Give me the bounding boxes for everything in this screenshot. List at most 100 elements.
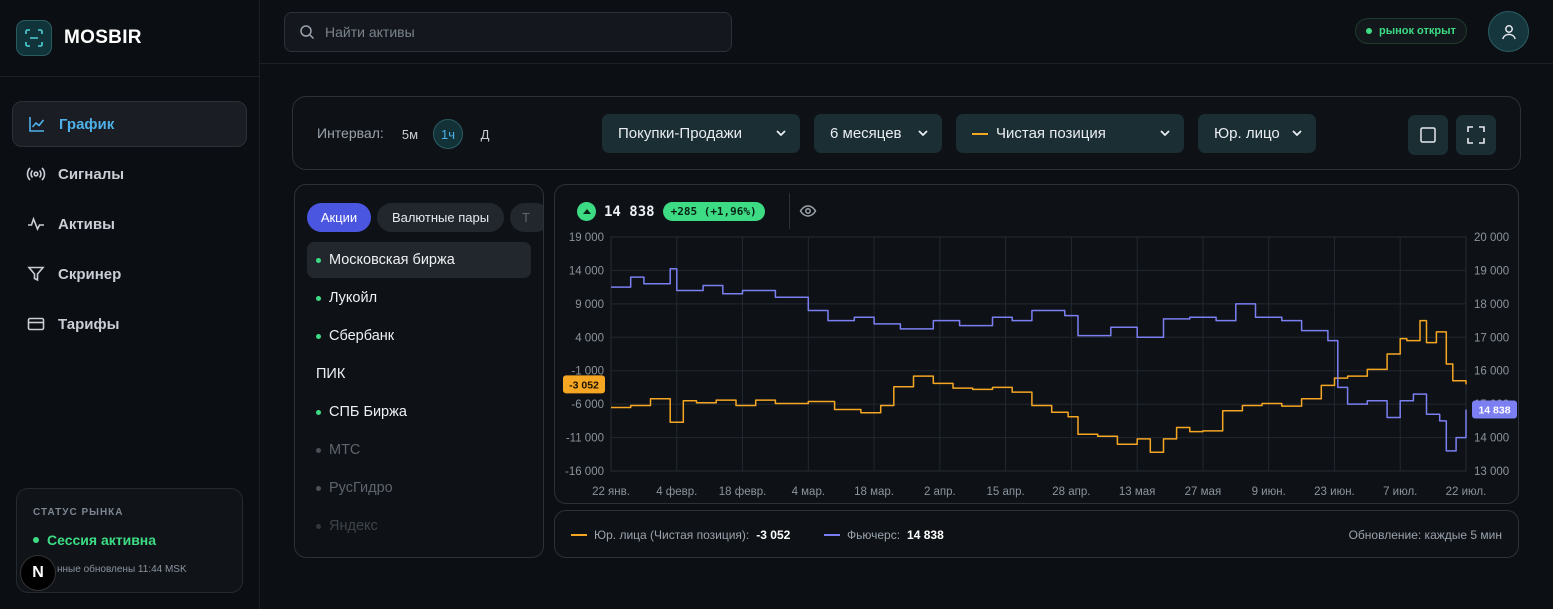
net-position-tag-label: -3 052 <box>569 379 599 391</box>
asset-item-sberbank[interactable]: Сбербанк <box>307 318 531 354</box>
status-title: СТАТУС РЫНКА <box>33 507 124 518</box>
metric-value: Чистая позиция <box>996 125 1106 142</box>
square-icon <box>1420 127 1436 143</box>
offline-dot-icon <box>316 523 321 529</box>
session-status: Сессия активна <box>33 532 156 548</box>
x-axis-tick-label: 7 июл. <box>1383 486 1417 498</box>
price-header: 14 838 +285 (+1,96%) <box>577 202 765 221</box>
net-position-line <box>611 319 1467 454</box>
left-axis-tick-label: 4 000 <box>575 332 604 344</box>
market-open-label: рынок открыт <box>1379 25 1456 37</box>
x-axis-tick-label: 9 июн. <box>1252 486 1286 498</box>
trade-type-value: Покупки-Продажи <box>618 125 743 142</box>
chart-panel: 19 000 14 000 9 000 4 000 -1 000 -6 000 -11 00… <box>554 184 1519 504</box>
status-dot-icon <box>1366 28 1372 34</box>
broadcast-icon <box>26 167 46 181</box>
legend-item-net-position: Юр. лица (Чистая позиция): -3 052 <box>571 528 790 542</box>
interval-5m[interactable]: 5м <box>401 126 419 142</box>
nav-item-signals[interactable]: Сигналы <box>12 151 247 197</box>
asset-item-pik[interactable]: ПИК <box>307 356 531 392</box>
x-axis-tick-label: 15 апр. <box>987 486 1025 498</box>
price-change-badge: +285 (+1,96%) <box>662 202 765 221</box>
search-bar[interactable] <box>284 12 732 52</box>
metric-color-swatch <box>972 132 988 135</box>
search-input[interactable] <box>325 24 705 40</box>
sidebar: MOSBIR График Сигналы Активы Скринер Тар… <box>0 0 260 609</box>
tab-stocks[interactable]: Акции <box>307 203 371 232</box>
futures-line <box>611 268 1467 452</box>
brand[interactable]: MOSBIR <box>16 20 142 56</box>
asset-item-lukoil[interactable]: Лукойл <box>307 280 531 316</box>
nav-item-label: Скринер <box>58 265 122 283</box>
price-chart[interactable]: 19 000 14 000 9 000 4 000 -1 000 -6 000 -11 00… <box>555 185 1520 505</box>
left-axis-tick-label: 9 000 <box>575 299 604 311</box>
interval-1h[interactable]: 1ч <box>433 119 463 149</box>
x-axis-tick-label: 28 апр. <box>1052 486 1090 498</box>
asset-name: Московская биржа <box>329 252 455 268</box>
right-axis-tick-label: 14 000 <box>1474 433 1509 445</box>
legend-value: -3 052 <box>756 528 791 542</box>
n-avatar-badge[interactable]: N <box>20 555 56 591</box>
offline-dot-icon <box>316 447 321 453</box>
left-axis-tick-label: -6 000 <box>571 399 604 411</box>
legend-label: Юр. лица (Чистая позиция): <box>594 528 750 542</box>
chevron-down-icon <box>1292 130 1302 137</box>
right-axis-tick-label: 18 000 <box>1474 299 1509 311</box>
chart-legend: Юр. лица (Чистая позиция): -3 052 Фьючер… <box>554 510 1519 558</box>
entity-value: Юр. лицо <box>1214 125 1280 142</box>
trade-type-dropdown[interactable]: Покупки-Продажи <box>602 114 800 153</box>
entity-dropdown[interactable]: Юр. лицо <box>1198 114 1316 153</box>
futures-tag-label: 14 838 <box>1478 405 1510 417</box>
asset-name: Сбербанк <box>329 328 395 344</box>
asset-name: МТС <box>329 442 361 458</box>
right-axis-tick-label: 20 000 <box>1474 232 1509 244</box>
asset-item-moex[interactable]: Московская биржа <box>307 242 531 278</box>
tab-currency-pairs[interactable]: Валютные пары <box>377 203 504 232</box>
x-axis-tick-label: 18 февр. <box>719 486 767 498</box>
toggle-square-button[interactable] <box>1408 115 1448 155</box>
user-icon <box>1501 24 1516 39</box>
x-axis-tick-label: 18 мар. <box>854 486 894 498</box>
fullscreen-button[interactable] <box>1456 115 1496 155</box>
asset-item-rushydro[interactable]: РусГидро <box>307 470 531 506</box>
asset-item-spb[interactable]: СПБ Биржа <box>307 394 531 430</box>
eye-icon <box>799 205 817 217</box>
x-axis-tick-label: 23 июн. <box>1314 486 1355 498</box>
data-updated-text: нные обновлены 11:44 MSK <box>57 564 187 575</box>
nav-item-tariffs[interactable]: Тарифы <box>12 301 247 347</box>
asset-item-yandex[interactable]: Яндекс <box>307 508 531 544</box>
online-dot-icon <box>316 295 321 301</box>
left-axis-tick-label: -1 000 <box>571 366 604 378</box>
plot-border <box>610 236 1467 472</box>
right-axis-tick-label: 16 000 <box>1474 366 1509 378</box>
metric-dropdown[interactable]: Чистая позиция <box>956 114 1184 153</box>
legend-swatch <box>824 534 840 536</box>
x-axis-tick-label: 22 июл. <box>1446 486 1487 498</box>
x-axis-tick-label: 22 янв. <box>592 486 630 498</box>
asset-name: СПБ Биржа <box>329 404 407 420</box>
nav-item-screener[interactable]: Скринер <box>12 251 247 297</box>
asset-name: Яндекс <box>329 518 378 534</box>
topbar-divider <box>260 63 1553 64</box>
interval-day[interactable]: Д <box>480 126 490 142</box>
asset-item-mts[interactable]: МТС <box>307 432 531 468</box>
period-dropdown[interactable]: 6 месяцев <box>814 114 942 153</box>
x-axis-tick-label: 4 февр. <box>656 486 697 498</box>
eye-toggle-button[interactable] <box>799 202 817 225</box>
right-axis-tick-label: 13 000 <box>1474 466 1509 478</box>
nav-item-assets[interactable]: Активы <box>12 201 247 247</box>
legend-label: Фьючерс: <box>847 528 901 542</box>
chevron-down-icon <box>1160 130 1170 137</box>
nav-item-chart[interactable]: График <box>12 101 247 147</box>
legend-swatch <box>571 534 587 536</box>
legend-item-futures: Фьючерс: 14 838 <box>824 528 944 542</box>
tab-more[interactable]: Т <box>510 203 543 232</box>
nav-item-label: Тарифы <box>58 315 120 333</box>
legend-value: 14 838 <box>907 528 944 542</box>
nav-item-label: График <box>59 115 115 133</box>
asset-name: Лукойл <box>329 290 378 306</box>
nav-item-label: Активы <box>58 215 115 233</box>
main-nav: График Сигналы Активы Скринер Тарифы <box>12 101 247 351</box>
user-profile-button[interactable] <box>1488 11 1529 52</box>
session-status-text: Сессия активна <box>47 532 157 548</box>
